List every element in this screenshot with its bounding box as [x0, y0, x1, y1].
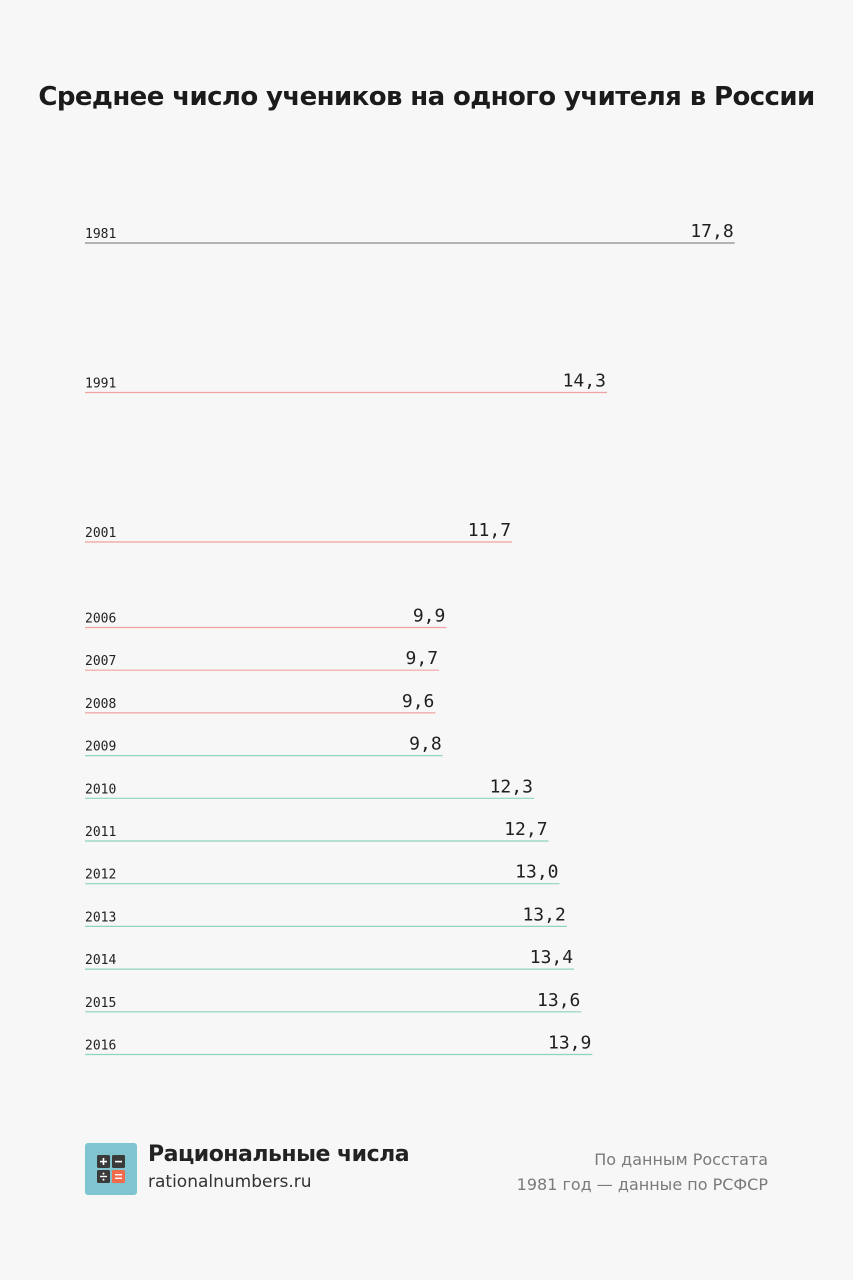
chart-title: Среднее число учеников на одного учителя… — [38, 82, 815, 112]
year-label-2011: 2011 — [85, 825, 116, 840]
source-line-2: 1981 год — данные по РСФСР — [516, 1175, 768, 1194]
value-label-2012: 13,0 — [515, 862, 558, 883]
year-label-2008: 2008 — [85, 697, 116, 712]
year-label-2014: 2014 — [85, 953, 116, 968]
year-label-2007: 2007 — [85, 654, 116, 669]
value-label-2013: 13,2 — [522, 904, 565, 925]
value-label-2009: 9,8 — [409, 734, 442, 755]
year-label-2010: 2010 — [85, 782, 116, 797]
year-label-2013: 2013 — [85, 910, 116, 925]
value-label-1981: 17,8 — [690, 221, 733, 242]
year-label-1981: 1981 — [85, 227, 116, 242]
value-label-2007: 9,7 — [406, 648, 439, 669]
value-label-2011: 12,7 — [504, 819, 547, 840]
year-label-2015: 2015 — [85, 996, 116, 1011]
value-label-2010: 12,3 — [490, 776, 533, 797]
source-note: По данным Росстата 1981 год — данные по … — [517, 1147, 768, 1197]
brand-name: Рациональные числа — [148, 1142, 410, 1167]
value-label-2008: 9,6 — [402, 691, 435, 712]
year-label-2016: 2016 — [85, 1039, 116, 1054]
brand-url[interactable]: rationalnumbers.ru — [148, 1172, 312, 1192]
bar-chart: 1981 17,8 1991 14,3 2001 11,7 2006 9,9 2007 9,7 20… — [85, 221, 735, 1056]
value-label-2014: 13,4 — [530, 947, 573, 968]
value-label-2015: 13,6 — [537, 990, 580, 1011]
year-label-2012: 2012 — [85, 868, 116, 883]
year-label-2001: 2001 — [85, 526, 116, 541]
value-label-2016: 13,9 — [548, 1033, 591, 1054]
value-label-1991: 14,3 — [563, 371, 606, 392]
year-label-1991: 1991 — [85, 377, 116, 392]
source-line-1: По данным Росстата — [594, 1150, 768, 1169]
year-label-2006: 2006 — [85, 612, 116, 627]
calculator-icon — [85, 1143, 137, 1195]
year-label-2009: 2009 — [85, 740, 116, 755]
value-label-2006: 9,9 — [413, 606, 446, 627]
value-label-2001: 11,7 — [468, 520, 511, 541]
